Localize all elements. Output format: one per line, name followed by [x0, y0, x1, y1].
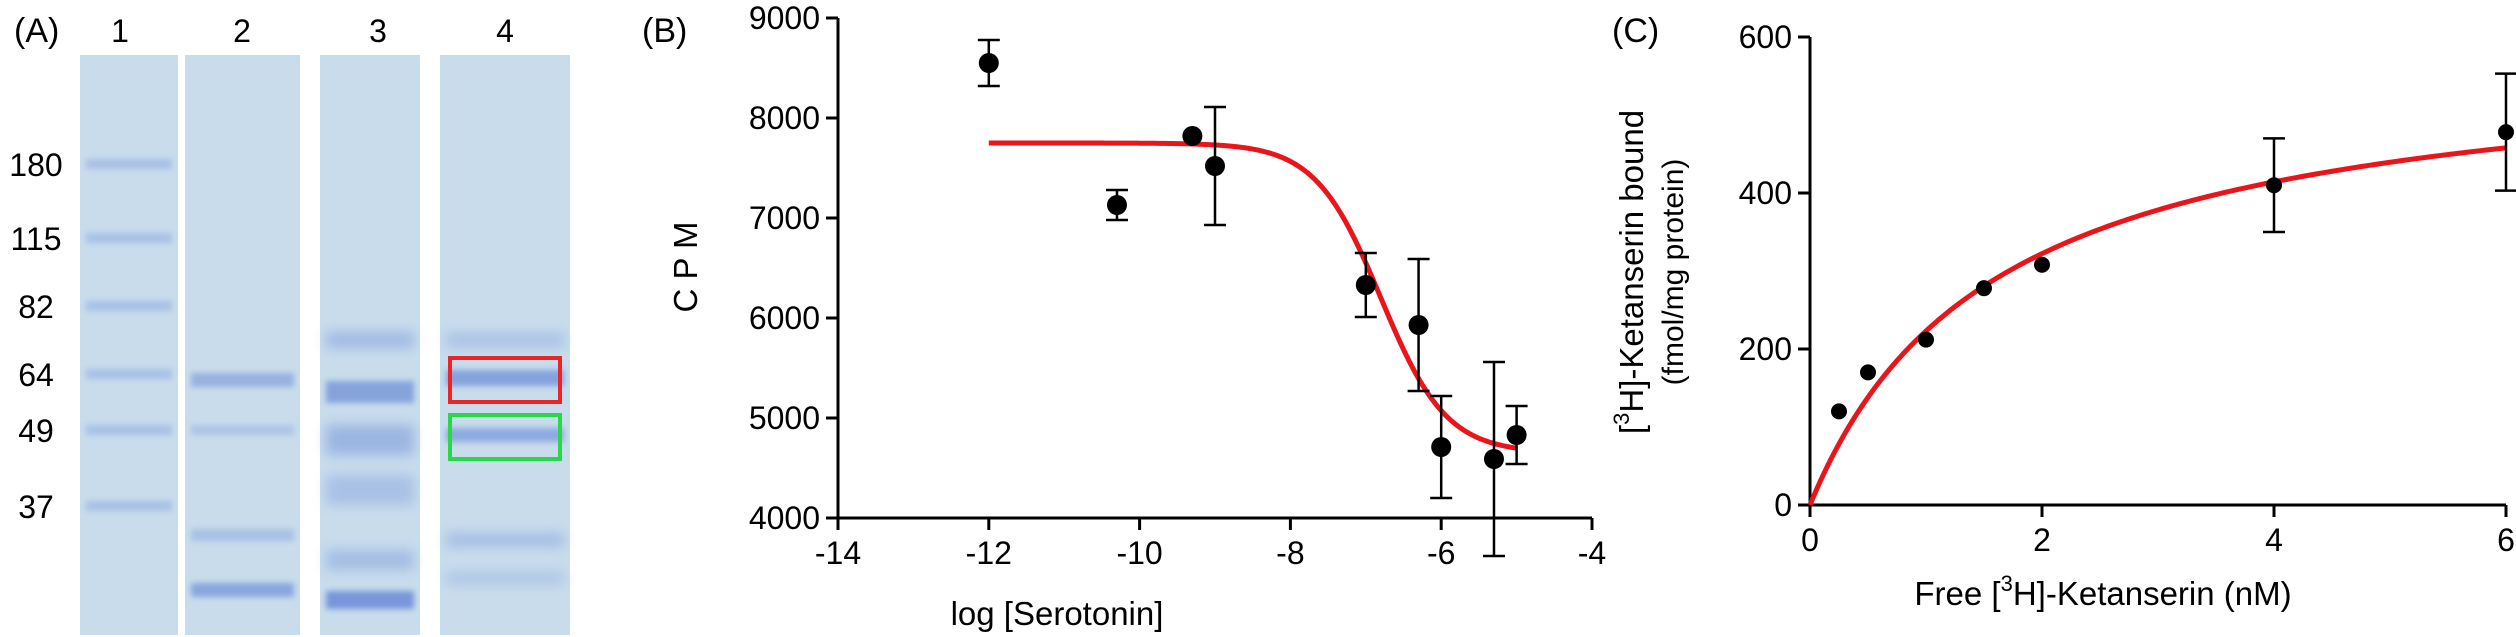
panel-c-chart: (C) 0 2 4 6 0 200 400 600 Free [3H]-Ketanserin …: [1609, 12, 2516, 612]
gel-highlight-box: [448, 356, 562, 404]
panel-c-points: [1831, 72, 2516, 420]
panel-b-chart: (B) -14 -12 -10 -8 -6 -4 4000 5000 6000 7000 8000 9…: [642, 0, 1606, 632]
gel-band: [326, 475, 414, 505]
gel-lane-label: 1: [111, 13, 129, 49]
y-tick-label: 4000: [749, 500, 820, 536]
gel-band: [326, 381, 414, 403]
x-tick-label: -10: [1116, 535, 1162, 571]
gel-band: [446, 572, 564, 584]
x-tick-label: -6: [1427, 535, 1455, 571]
data-point: [1483, 449, 1504, 469]
y-tick-label: 0: [1774, 487, 1792, 523]
data-point: [1431, 437, 1452, 457]
gel-band: [191, 529, 294, 541]
gel-band: [446, 428, 564, 442]
panel-c-y-axis-label-line1: [3H]-Ketanserin bound: [1609, 110, 1650, 434]
gel-band: [86, 369, 172, 379]
x-tick-label: -14: [815, 535, 861, 571]
data-point: [1831, 403, 1847, 420]
data-point: [1918, 331, 1934, 348]
x-tick-label: 0: [1801, 522, 1819, 558]
gel-marker-label: 115: [10, 221, 61, 257]
data-point: [1106, 195, 1127, 215]
x-tick-label: 4: [2265, 522, 2283, 558]
panel-c-y-axis-label-line2: (fmol/mg protein): [1657, 159, 1690, 386]
data-point: [1860, 364, 1876, 381]
gel-lanes: [80, 55, 570, 635]
data-point: [1355, 275, 1376, 295]
y-tick-label: 9000: [749, 0, 820, 36]
panel-c-axes: 0 2 4 6 0 200 400 600: [1739, 19, 2515, 558]
y-tick-label: 7000: [749, 200, 820, 236]
y-tick-label: 8000: [749, 100, 820, 136]
data-point: [1182, 126, 1203, 146]
panel-b-axes: -14 -12 -10 -8 -6 -4 4000 5000 6000 7000 8000 9000: [749, 0, 1606, 571]
panel-b-points: [977, 38, 1528, 558]
gel-band: [446, 533, 564, 547]
gel-lane-label: 3: [369, 13, 387, 49]
gel-lane-1: [80, 55, 178, 635]
gel-marker-labels: 180 115 82 64 49 37: [9, 147, 62, 525]
panel-b-fit-curve: [988, 140, 1517, 451]
data-point: [2498, 124, 2514, 141]
gel-band: [446, 333, 564, 347]
panel-label-b: (B): [642, 12, 687, 50]
gel-band: [446, 370, 564, 386]
gel-band: [326, 550, 414, 570]
gel-band: [86, 233, 172, 243]
panel-c-y-axis-label: [3H]-Ketanserin bound (fmol/mg protein): [1609, 110, 1690, 434]
panel-label-a: (A): [14, 12, 59, 50]
y-tick-label: 400: [1739, 175, 1792, 211]
y-tick-label: 600: [1739, 19, 1792, 55]
y-tick-label: 200: [1739, 331, 1792, 367]
panel-label-c: (C): [1612, 12, 1659, 50]
data-point: [2034, 256, 2050, 273]
gel-highlight-box: [448, 413, 562, 461]
gel-lane-label: 4: [496, 13, 514, 49]
gel-band: [191, 583, 294, 597]
gel-band: [326, 591, 414, 609]
panel-c-x-axis-label: Free [3H]-Ketanserin (nM): [1914, 571, 2291, 612]
gel-marker-label: 49: [18, 413, 54, 449]
gel-lane-label: 2: [233, 13, 251, 49]
y-tick-label: 6000: [749, 300, 820, 336]
gel-marker-label: 64: [18, 357, 54, 393]
gel-band: [86, 301, 172, 311]
gel-band: [191, 373, 294, 387]
gel-marker-label: 180: [9, 147, 62, 183]
gel-band: [86, 425, 172, 435]
data-point: [978, 53, 999, 73]
x-tick-label: -8: [1276, 535, 1304, 571]
x-tick-label: 6: [2497, 522, 2515, 558]
gel-band: [326, 425, 414, 455]
panel-b-y-axis-label: C P M: [667, 221, 704, 312]
data-point: [1506, 425, 1527, 445]
gel-band: [326, 332, 414, 348]
data-point: [1976, 280, 1992, 297]
data-point: [1205, 156, 1225, 176]
x-tick-label: -12: [966, 535, 1012, 571]
gel-lane-2: [185, 55, 300, 635]
y-tick-label: 5000: [749, 400, 820, 436]
gel-marker-label: 37: [18, 489, 54, 525]
panel-c-fit-curve: [1807, 145, 2507, 506]
data-point: [1408, 315, 1429, 335]
gel-band: [86, 501, 172, 511]
gel-band: [191, 425, 294, 435]
data-point: [2266, 177, 2282, 194]
gel-marker-label: 82: [18, 289, 54, 325]
x-tick-label: 2: [2033, 522, 2051, 558]
panel-a-gel: (A) 1 2 3 4 180 115 82 64 49 37: [9, 12, 570, 635]
gel-band: [86, 159, 172, 169]
panel-b-x-axis-label: log [Serotonin]: [951, 595, 1164, 632]
gel-highlight-boxes: [448, 356, 562, 461]
gel-lane-labels: 1 2 3 4: [111, 13, 514, 49]
x-tick-label: -4: [1578, 535, 1606, 571]
